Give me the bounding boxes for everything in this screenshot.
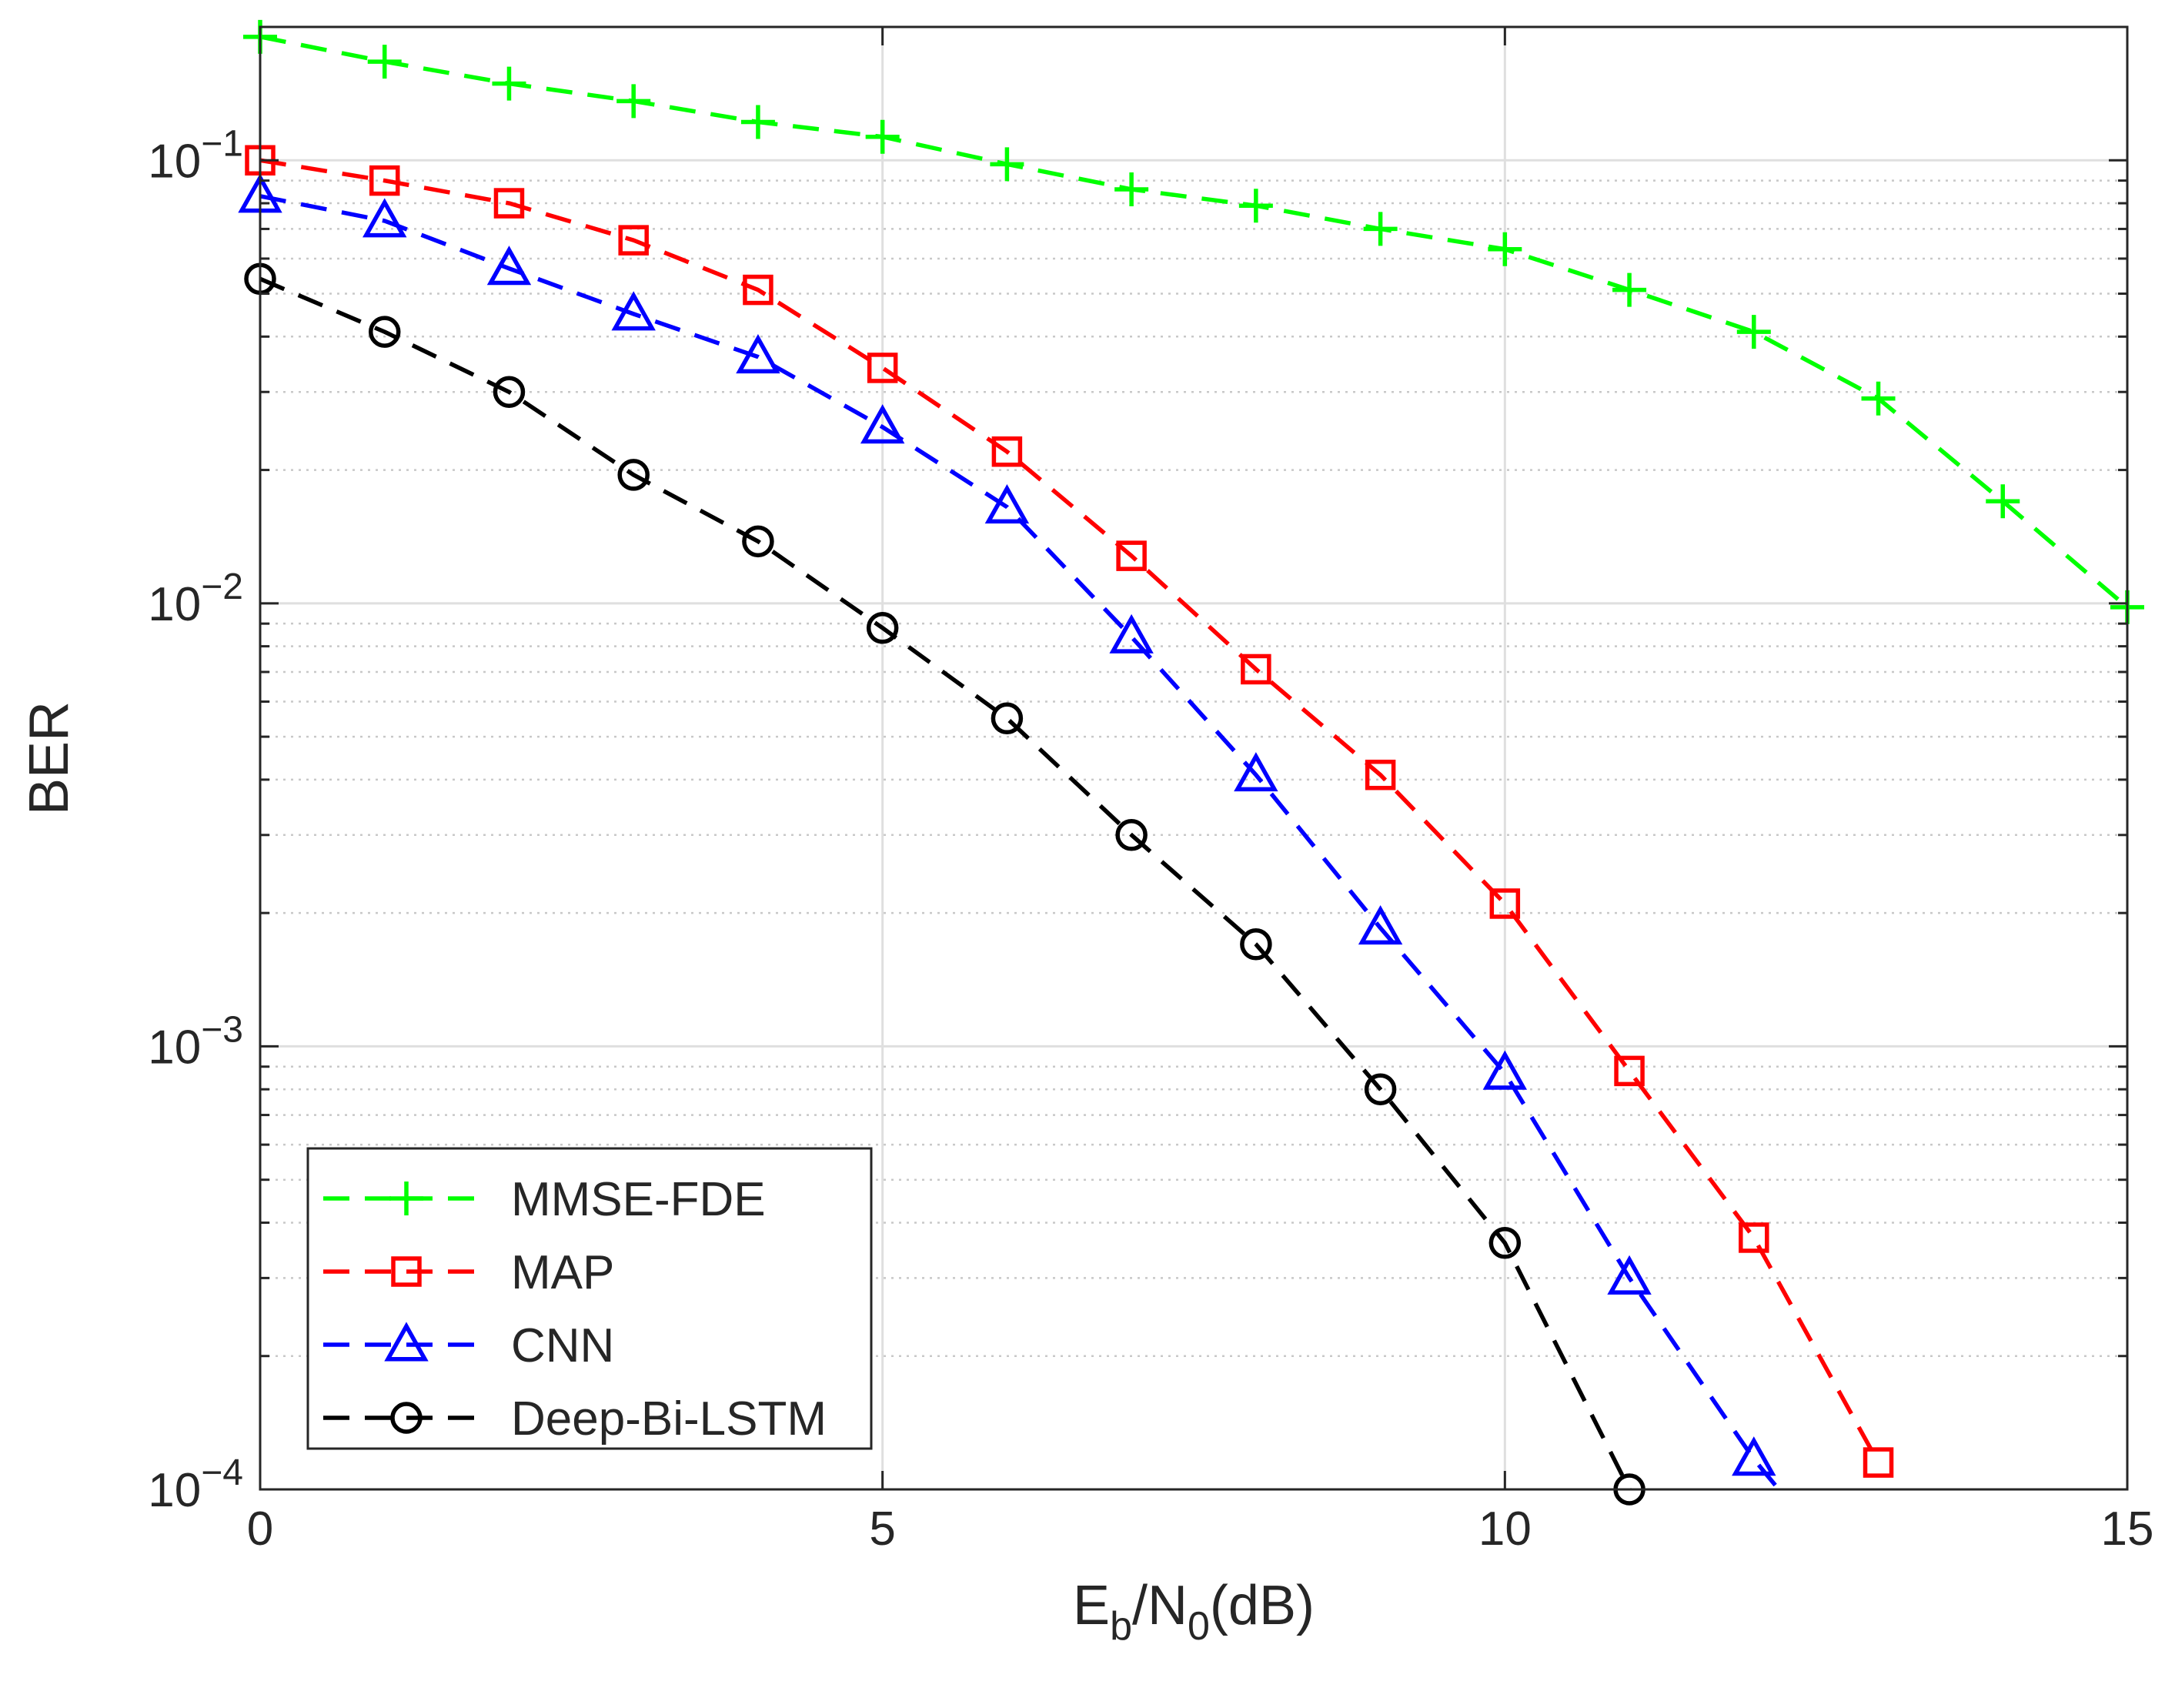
point-cnn xyxy=(1732,1436,1776,1476)
legend-label-mmse-fde: MMSE-FDE xyxy=(511,1173,766,1226)
series-cnn xyxy=(238,173,1781,1491)
point-mmse-fde xyxy=(1861,381,1896,416)
y-tick-label-exponent: −3 xyxy=(201,1009,243,1050)
x-axis-label-n: /N xyxy=(1132,1575,1188,1636)
y-tick-label: 10−1 xyxy=(148,123,243,188)
x-tick-label: 15 xyxy=(2101,1502,2154,1556)
minor-grid xyxy=(260,25,2127,1357)
x-axis-label-sub-0: 0 xyxy=(1188,1604,1210,1649)
legend-marker-map xyxy=(391,1256,422,1287)
point-mmse-fde xyxy=(1612,272,1647,307)
point-cnn xyxy=(736,334,780,374)
point-deep-bi-lstm xyxy=(742,525,774,558)
point-mmse-fde xyxy=(492,66,526,101)
point-map xyxy=(1863,1447,1894,1478)
x-tick-label: 0 xyxy=(247,1502,273,1556)
plot-frame xyxy=(259,25,2129,1491)
point-map xyxy=(1739,1222,1769,1253)
legend-label-cnn: CNN xyxy=(511,1319,614,1372)
point-mmse-fde xyxy=(1736,315,1771,349)
point-cnn xyxy=(362,198,407,238)
y-tick-label-exponent: −1 xyxy=(201,123,243,164)
point-deep-bi-lstm xyxy=(493,376,526,408)
point-deep-bi-lstm xyxy=(368,316,401,348)
series-line-mmse-fde xyxy=(259,35,2129,609)
legend-marker-deep-bi-lstm xyxy=(390,1402,423,1434)
point-cnn xyxy=(1234,752,1278,792)
point-cnn xyxy=(984,484,1030,524)
y-tick-label: 10−2 xyxy=(148,567,243,631)
legend-entry-map: MAP xyxy=(323,1246,614,1299)
point-map xyxy=(493,188,525,219)
point-cnn xyxy=(1358,905,1403,945)
series-line-map xyxy=(259,158,1880,1464)
point-map xyxy=(1241,653,1271,685)
y-axis-label: BER xyxy=(18,701,80,815)
point-deep-bi-lstm xyxy=(1240,928,1272,961)
point-map xyxy=(743,274,773,306)
point-deep-bi-lstm xyxy=(991,702,1024,735)
y-tick-label-exponent: −4 xyxy=(201,1452,243,1493)
series-line-cnn xyxy=(259,194,1781,1491)
point-deep-bi-lstm xyxy=(866,612,899,644)
point-cnn xyxy=(1109,613,1154,653)
point-map xyxy=(1614,1055,1645,1087)
x-tick-label: 5 xyxy=(869,1502,895,1556)
y-tick-label-base: 10 xyxy=(148,135,201,188)
y-tick-label-exponent: −2 xyxy=(201,567,243,607)
point-mmse-fde xyxy=(367,45,402,79)
point-mmse-fde xyxy=(1363,212,1398,246)
y-tick-label-base: 10 xyxy=(148,1021,201,1074)
legend-entries: MMSE-FDE MAP CNN Deep-Bi-LSTM xyxy=(323,1173,827,1446)
point-cnn xyxy=(860,404,905,444)
legend: MMSE-FDE MAP CNN Deep-Bi-LSTM xyxy=(306,1147,873,1450)
point-cnn xyxy=(1482,1050,1528,1090)
series-layer xyxy=(238,19,2144,1506)
point-mmse-fde xyxy=(1114,172,1149,206)
point-mmse-fde xyxy=(1488,232,1522,266)
point-cnn xyxy=(611,291,656,331)
x-axis-label-sub-b: b xyxy=(1110,1604,1132,1649)
legend-entry-deep-bi-lstm: Deep-Bi-LSTM xyxy=(323,1392,827,1446)
x-tick-labels: 0 5 10 15 xyxy=(247,1502,2154,1556)
legend-entry-cnn: CNN xyxy=(323,1319,614,1372)
point-mmse-fde xyxy=(990,147,1024,182)
y-tick-labels: 10−110−210−310−4 xyxy=(148,123,243,1517)
x-axis-label-unit: (dB) xyxy=(1210,1575,1315,1636)
point-map xyxy=(369,165,400,196)
y-tick-label: 10−3 xyxy=(148,1009,243,1074)
y-tick-label-base: 10 xyxy=(148,1464,201,1517)
point-mmse-fde xyxy=(865,119,900,154)
point-deep-bi-lstm xyxy=(1115,819,1148,851)
series-map xyxy=(245,145,1894,1478)
point-mmse-fde xyxy=(740,105,775,139)
point-map xyxy=(1489,888,1521,919)
point-cnn xyxy=(486,246,532,286)
y-tick-label-base: 10 xyxy=(148,578,201,631)
legend-label-map: MAP xyxy=(511,1246,614,1299)
point-mmse-fde xyxy=(616,84,651,119)
legend-label-deep-bi-lstm: Deep-Bi-LSTM xyxy=(511,1392,827,1446)
x-axis-label: Eb/N0(dB) xyxy=(1073,1575,1315,1649)
point-deep-bi-lstm xyxy=(1364,1073,1397,1105)
series-line-deep-bi-lstm xyxy=(259,276,1632,1491)
point-deep-bi-lstm xyxy=(1488,1227,1522,1259)
legend-marker-cnn xyxy=(384,1322,429,1362)
point-mmse-fde xyxy=(1238,189,1273,223)
point-mmse-fde xyxy=(1986,484,2020,519)
legend-entry-mmse-fde: MMSE-FDE xyxy=(323,1173,766,1226)
point-map xyxy=(618,225,649,256)
legend-marker-mmse-fde xyxy=(389,1182,423,1215)
y-tick-label: 10−4 xyxy=(148,1452,243,1517)
x-tick-label: 10 xyxy=(1478,1502,1532,1556)
point-map xyxy=(1116,540,1147,571)
point-deep-bi-lstm xyxy=(617,459,650,491)
point-cnn xyxy=(1607,1255,1652,1295)
point-map xyxy=(867,353,898,383)
x-axis-label-e: E xyxy=(1073,1575,1110,1636)
tick-marks xyxy=(259,25,2129,1491)
point-map xyxy=(991,436,1023,467)
point-map xyxy=(1365,759,1396,790)
